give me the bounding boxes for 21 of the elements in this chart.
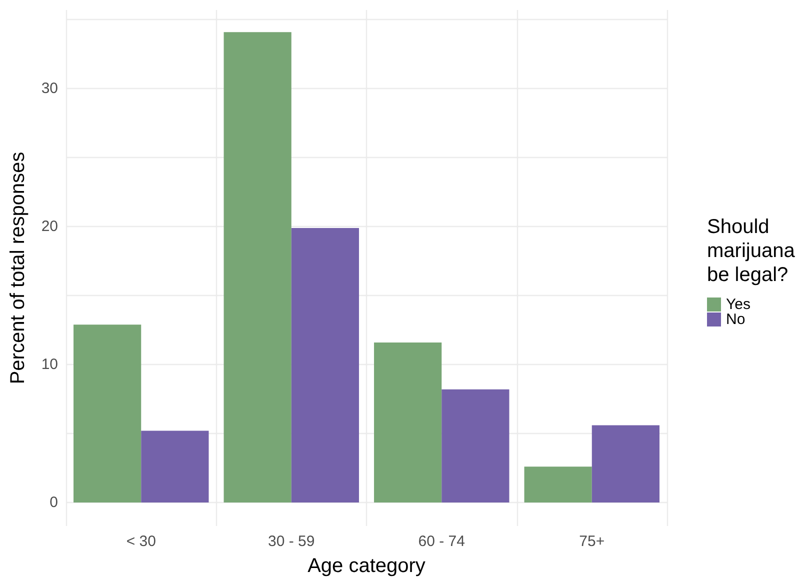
x-tick-label: 75+ — [579, 533, 605, 550]
x-axis-title: Age category — [308, 555, 426, 577]
y-axis-title: Percent of total responses — [7, 152, 29, 384]
bar — [374, 342, 442, 503]
bar — [74, 324, 142, 503]
x-tick-label: 60 - 74 — [418, 533, 465, 550]
y-tick-label: 0 — [50, 494, 58, 512]
y-tick-label: 30 — [41, 80, 58, 98]
bar — [141, 430, 209, 503]
bar — [592, 425, 660, 503]
y-tick-label: 20 — [41, 218, 58, 236]
legend-title: Should marijuana be legal? — [707, 216, 800, 286]
bar — [524, 466, 592, 503]
bar — [442, 389, 510, 503]
x-tick-label: < 30 — [126, 533, 156, 550]
legend-label: Yes — [726, 296, 750, 313]
bar — [291, 228, 359, 503]
legend-label: No — [726, 311, 746, 328]
x-tick-label: 30 - 59 — [268, 533, 315, 550]
y-tick-label: 10 — [41, 356, 58, 374]
bar — [224, 32, 292, 503]
